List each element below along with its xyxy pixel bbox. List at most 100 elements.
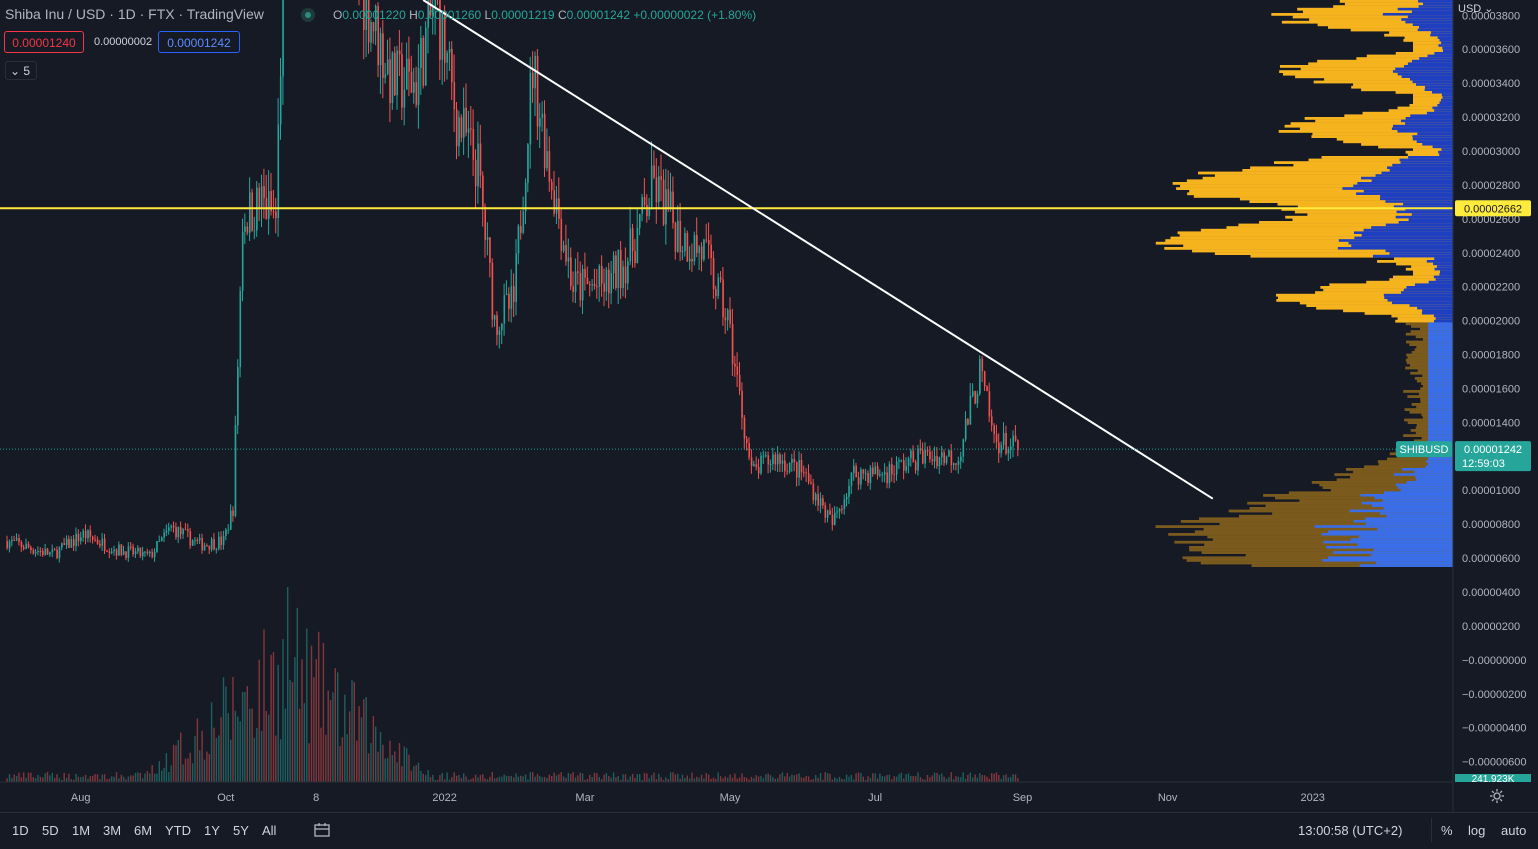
volume-bar	[957, 776, 960, 782]
candle-body	[137, 547, 139, 552]
candle-body	[484, 206, 486, 240]
volume-profile-row	[1428, 358, 1453, 362]
volume-bar	[617, 776, 619, 782]
volume-profile-row	[1383, 507, 1454, 510]
volume-bar	[572, 772, 574, 782]
volume-bar	[1002, 775, 1005, 782]
candle-body	[92, 536, 94, 540]
sell-button[interactable]: 0.00001240	[4, 31, 84, 53]
volume-profile-row	[1428, 351, 1453, 354]
volume-profile-row	[1377, 260, 1453, 263]
volume-bar	[508, 776, 510, 782]
currency-selector[interactable]: USD ⌄	[1458, 3, 1494, 15]
volume-bar	[541, 777, 543, 782]
volume-bar	[586, 778, 589, 782]
volume-bar	[401, 766, 403, 782]
volume-profile-row	[1345, 468, 1453, 471]
range-5y[interactable]: 5Y	[233, 823, 249, 838]
volume-bar	[367, 753, 370, 782]
candle-body	[1012, 435, 1014, 447]
log-scale-toggle[interactable]: log	[1468, 823, 1486, 838]
clock-label[interactable]: 13:00:58 (UTC+2)	[1298, 823, 1403, 838]
candle-body	[210, 539, 213, 550]
range-3m[interactable]: 3M	[103, 823, 122, 838]
volume-profile-row	[1397, 130, 1453, 133]
volume-bar	[769, 775, 772, 782]
percent-scale-toggle[interactable]: %	[1441, 823, 1453, 838]
volume-profile-row	[1214, 252, 1454, 255]
volume-bar	[187, 758, 189, 782]
candle-body	[80, 537, 82, 542]
range-all[interactable]: All	[262, 823, 277, 838]
candle-body	[215, 548, 218, 550]
candle-body	[567, 257, 570, 262]
volume-bar	[61, 780, 63, 782]
price-tick-label: 0.00003200	[1462, 112, 1520, 124]
volume-profile-row	[1405, 117, 1454, 120]
volume-profile-row	[1344, 2, 1454, 6]
volume-profile-row	[1418, 26, 1453, 29]
range-1y[interactable]: 1Y	[204, 823, 220, 838]
volume-bar	[165, 753, 168, 782]
range-ytd[interactable]: YTD	[165, 823, 191, 838]
price-axis[interactable]: 0.00003800 0.00003600 0.00003400 0.00003200…	[1462, 10, 1527, 768]
candle-body	[834, 512, 836, 525]
candle-body	[70, 539, 73, 548]
candle-body	[420, 37, 422, 69]
range-6m[interactable]: 6M	[134, 823, 153, 838]
volume-bar	[496, 777, 498, 782]
candle-body	[574, 271, 577, 292]
time-tick-label: Aug	[71, 792, 91, 804]
volume-bar	[624, 774, 627, 782]
range-1m[interactable]: 1M	[72, 823, 91, 838]
date-range-icon[interactable]	[313, 822, 331, 838]
candle-body	[622, 266, 624, 289]
candle-body	[888, 464, 891, 484]
volume-bar	[249, 708, 251, 782]
candle-body	[584, 269, 586, 278]
candle-body	[253, 230, 256, 232]
range-5d[interactable]: 5D	[42, 823, 59, 838]
candle-body	[679, 220, 682, 253]
volume-bar	[767, 773, 769, 782]
volume-bar	[1014, 774, 1017, 782]
market-status-icon[interactable]	[301, 8, 315, 22]
candle-body	[945, 456, 948, 464]
volume-bar	[591, 777, 593, 782]
volume-profile-row	[1204, 543, 1453, 547]
volume-profile-row	[1320, 286, 1453, 289]
candle-body	[767, 455, 770, 465]
volume-profile-row	[1285, 215, 1454, 219]
time-axis[interactable]: Aug Oct 8 2022 Mar May Jul Sep Nov 2023	[71, 792, 1325, 804]
volume-bar	[210, 702, 213, 782]
volume-profile-row	[1428, 421, 1453, 424]
indicators-toggle-button[interactable]: ⌄ 5	[5, 61, 37, 80]
volume-bar	[425, 775, 427, 782]
volume-bar	[522, 776, 524, 782]
auto-scale-toggle[interactable]: auto	[1501, 823, 1527, 838]
candle-body	[120, 544, 123, 555]
volume-bar	[1010, 777, 1012, 782]
gear-icon[interactable]	[1489, 788, 1505, 804]
candle-body	[493, 315, 496, 320]
volume-bar	[581, 773, 584, 782]
buy-button[interactable]: 0.00001242	[158, 31, 240, 53]
volume-profile-row	[1432, 106, 1454, 110]
candle-body	[194, 539, 196, 541]
volume-profile-row	[1417, 132, 1454, 136]
candle-body	[586, 277, 589, 285]
volume-bar	[562, 776, 565, 782]
volume-bar	[746, 777, 748, 782]
volume-bar	[142, 778, 144, 782]
volume-profile-row	[1317, 59, 1454, 63]
candle-body	[149, 551, 151, 554]
volume-profile-row	[1386, 166, 1453, 170]
volume-bar	[134, 772, 137, 782]
range-1d[interactable]: 1D	[12, 823, 29, 838]
symbol-title[interactable]: Shiba Inu / USD · 1D · FTX · TradingView	[5, 6, 264, 22]
candle-body	[529, 72, 532, 145]
candle-body	[465, 107, 467, 133]
volume-profile-row	[1330, 488, 1453, 492]
volume-bar	[855, 773, 857, 782]
